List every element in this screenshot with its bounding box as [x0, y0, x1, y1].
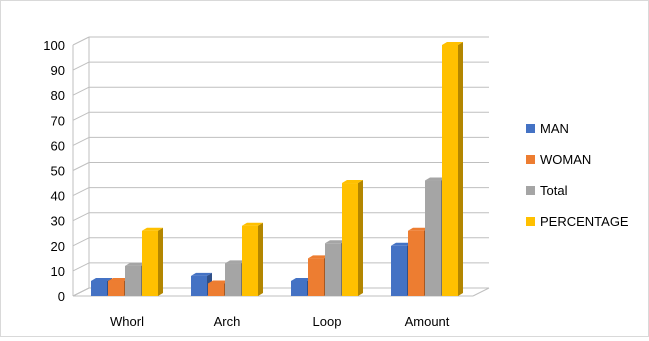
legend-label-woman: WOMAN — [540, 152, 591, 167]
legend-label-man: MAN — [540, 121, 569, 136]
floor-right-edge — [472, 287, 490, 297]
bar-chart: 0 10 20 30 40 50 60 70 80 90 100 Whorl Arch Loop Amou… — [43, 36, 629, 329]
legend: MAN WOMAN Total PERCENTAGE — [526, 121, 629, 229]
y-tick-label: 80 — [51, 88, 65, 103]
y-tick-label: 20 — [51, 239, 65, 254]
y-tick-label: 90 — [51, 63, 65, 78]
x-tick-label-arch: Arch — [214, 314, 241, 329]
bar-percentage-amount — [442, 42, 463, 296]
legend-label-percentage: PERCENTAGE — [540, 214, 629, 229]
legend-swatch-man — [526, 124, 535, 133]
legend-swatch-woman — [526, 155, 535, 164]
x-tick-label-whorl: Whorl — [110, 314, 144, 329]
gridline-side — [72, 212, 90, 222]
y-tick-label: 100 — [43, 38, 65, 53]
y-tick-label: 70 — [51, 113, 65, 128]
y-tick-label: 60 — [51, 138, 65, 153]
bar-percentage-arch — [242, 222, 263, 296]
bar-percentage-whorl — [142, 227, 163, 296]
gridline-side — [72, 36, 90, 46]
legend-label-total: Total — [540, 183, 568, 198]
x-tick-label-amount: Amount — [405, 314, 450, 329]
x-axis-tick-labels: Whorl Arch Loop Amount — [110, 314, 450, 329]
y-tick-label: 30 — [51, 214, 65, 229]
legend-swatch-total — [526, 186, 535, 195]
legend-swatch-percentage — [526, 217, 535, 226]
gridline-side — [72, 61, 90, 71]
y-tick-label: 0 — [58, 289, 65, 304]
y-tick-label: 40 — [51, 189, 65, 204]
gridline-side — [72, 162, 90, 171]
bars — [91, 42, 463, 296]
bar-percentage-loop — [342, 180, 363, 296]
gridline-side — [72, 86, 90, 96]
gridline-side — [72, 262, 90, 272]
gridline-side — [72, 111, 90, 121]
gridline-side — [72, 136, 90, 146]
gridline-side — [72, 237, 90, 247]
x-tick-label-loop: Loop — [313, 314, 342, 329]
y-tick-label: 10 — [51, 264, 65, 279]
gridline-side — [72, 187, 90, 197]
gridline-side — [72, 287, 90, 297]
y-axis-tick-labels: 0 10 20 30 40 50 60 70 80 90 100 — [43, 38, 65, 304]
y-tick-label: 50 — [51, 164, 65, 179]
